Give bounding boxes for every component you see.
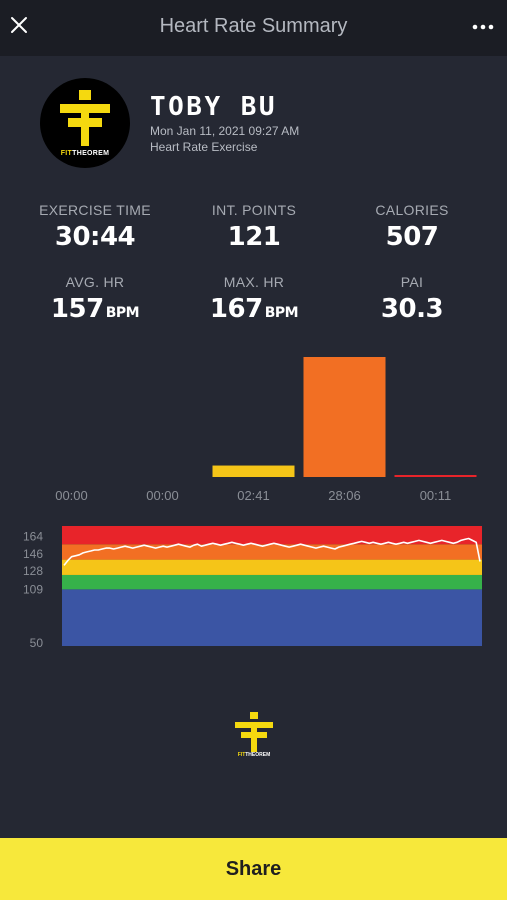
- zone-time-chart: 00:00 00:00 02:41 28:06 00:11: [0, 345, 507, 510]
- heart-rate-graph-svg: 164 146 128 109 50: [23, 526, 482, 650]
- zone-duration-label: 00:11: [420, 488, 452, 503]
- hr-zone-band: [62, 526, 482, 545]
- stat-label: AVG. HR: [65, 274, 125, 290]
- zone-time-chart-svg: 00:00 00:00 02:41 28:06 00:11: [55, 357, 477, 503]
- stat-value: 157 BPM: [20, 294, 170, 324]
- hr-axis-tick-label: 128: [23, 564, 43, 578]
- avatar-brand-text: FITTHEOREM: [60, 150, 110, 157]
- close-icon: [11, 17, 27, 33]
- zone-bar: [303, 357, 386, 477]
- share-button[interactable]: Share: [0, 838, 507, 900]
- hr-zone-band: [62, 559, 482, 575]
- stat-label: MAX. HR: [223, 274, 285, 290]
- zone-duration-label: 00:00: [146, 488, 179, 503]
- workout-type: Heart Rate Exercise: [150, 140, 258, 154]
- stat-calories: CALORIES 507: [337, 202, 487, 252]
- hr-zone-band: [62, 589, 482, 646]
- stat-label: INT. POINTS: [211, 202, 297, 218]
- stat-number: 157: [50, 294, 104, 324]
- stat-label: CALORIES: [375, 202, 449, 218]
- stat-avg-hr: AVG. HR 157 BPM: [20, 274, 170, 324]
- stat-pai: PAI 30.3: [337, 274, 487, 324]
- stat-label: PAI: [400, 274, 424, 290]
- stat-value: 507: [385, 222, 439, 252]
- workout-date: Mon Jan 11, 2021 09:27 AM: [150, 124, 300, 138]
- stat-int-points: INT. POINTS 121: [179, 202, 329, 252]
- more-options-button[interactable]: [471, 22, 495, 32]
- zone-bar: [394, 475, 477, 477]
- zone-duration-label: 02:41: [237, 488, 270, 503]
- zone-bar: [212, 465, 295, 477]
- top-bar: Heart Rate Summary: [0, 0, 507, 56]
- more-horizontal-icon: [472, 24, 494, 30]
- stat-value: 30.3: [380, 294, 444, 324]
- stat-unit: BPM: [264, 305, 299, 321]
- hr-zone-band: [62, 574, 482, 590]
- stat-exercise-time: EXERCISE TIME 30:44: [20, 202, 170, 252]
- stat-value: 121: [227, 222, 281, 252]
- footer-brand-text: FITTHEOREM: [237, 752, 271, 758]
- zone-duration-label: 00:00: [55, 488, 88, 503]
- stat-number: 167: [209, 294, 263, 324]
- stat-max-hr: MAX. HR 167 BPM: [179, 274, 329, 324]
- stat-label: EXERCISE TIME: [39, 202, 151, 218]
- hr-axis-tick-label: 146: [23, 547, 43, 561]
- stat-unit: BPM: [105, 305, 140, 321]
- user-name: TOBY BU: [150, 92, 278, 122]
- page-title: Heart Rate Summary: [159, 15, 348, 37]
- hr-zone-band: [62, 544, 482, 560]
- zone-duration-label: 28:06: [328, 488, 361, 503]
- hr-axis-tick-label: 164: [23, 530, 43, 544]
- stat-value: 167 BPM: [179, 294, 329, 324]
- fit-theorem-logo-icon: [235, 712, 273, 752]
- footer-logo: FITTHEOREM: [228, 712, 280, 762]
- stat-value: 30:44: [54, 222, 136, 252]
- hr-axis-tick-label: 109: [23, 582, 43, 596]
- hr-axis-tick-label: 50: [30, 636, 44, 650]
- hr-line: [63, 537, 481, 566]
- fit-theorem-logo-icon: [60, 90, 110, 146]
- heart-rate-graph: 164 146 128 109 50: [0, 520, 507, 660]
- avatar: FITTHEOREM: [40, 78, 130, 168]
- close-button[interactable]: [8, 14, 30, 36]
